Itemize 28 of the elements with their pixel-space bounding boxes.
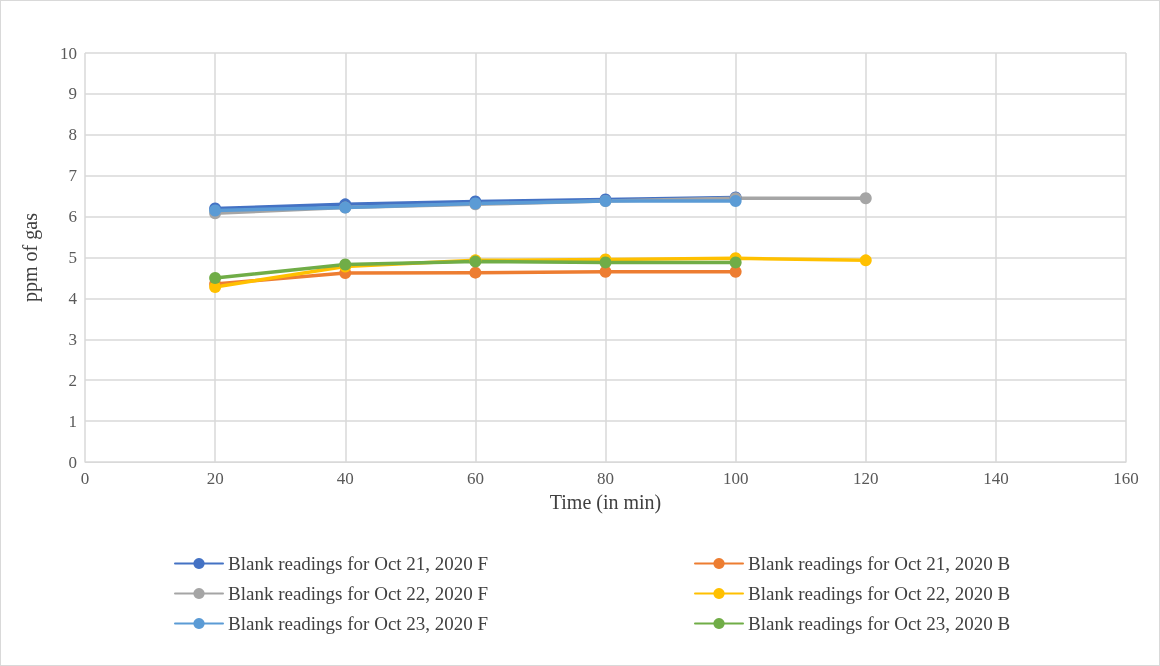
x-tick-label: 40 [336,469,354,488]
y-tick-label: 7 [68,166,78,186]
y-tick-label: 2 [68,370,77,390]
legend-label: Blank readings for Oct 23, 2020 B [748,613,1011,634]
y-tick-label: 3 [68,329,77,349]
x-tick-label: 60 [466,469,484,488]
legend-label: Blank readings for Oct 21, 2020 F [228,553,489,574]
x-axis-title: Time (in min) [549,491,662,514]
y-tick-label: 10 [60,43,77,63]
legend-label: Blank readings for Oct 21, 2020 B [748,553,1011,574]
legend-label: Blank readings for Oct 22, 2020 B [748,583,1011,604]
x-tick-label: 20 [206,469,224,488]
y-axis-title: ppm of gas [19,212,42,302]
y-tick-label: 5 [68,248,77,267]
x-tick-label: 0 [80,469,90,488]
x-tick-label: 120 [853,469,879,488]
x-tick-label: 160 [1113,469,1139,488]
legend-label: Blank readings for Oct 23, 2020 F [228,613,489,634]
x-tick-label: 100 [722,469,749,488]
x-tick-label: 80 [597,469,614,488]
y-tick-label: 6 [68,207,77,227]
legend-label: Blank readings for Oct 22, 2020 F [228,583,489,604]
y-tick-label: 4 [68,288,78,308]
y-tick-label: 1 [68,411,77,431]
x-tick-label: 140 [983,469,1009,488]
y-tick-label: 8 [68,125,77,145]
y-tick-label: 9 [68,84,77,104]
y-tick-label: 0 [68,452,77,472]
